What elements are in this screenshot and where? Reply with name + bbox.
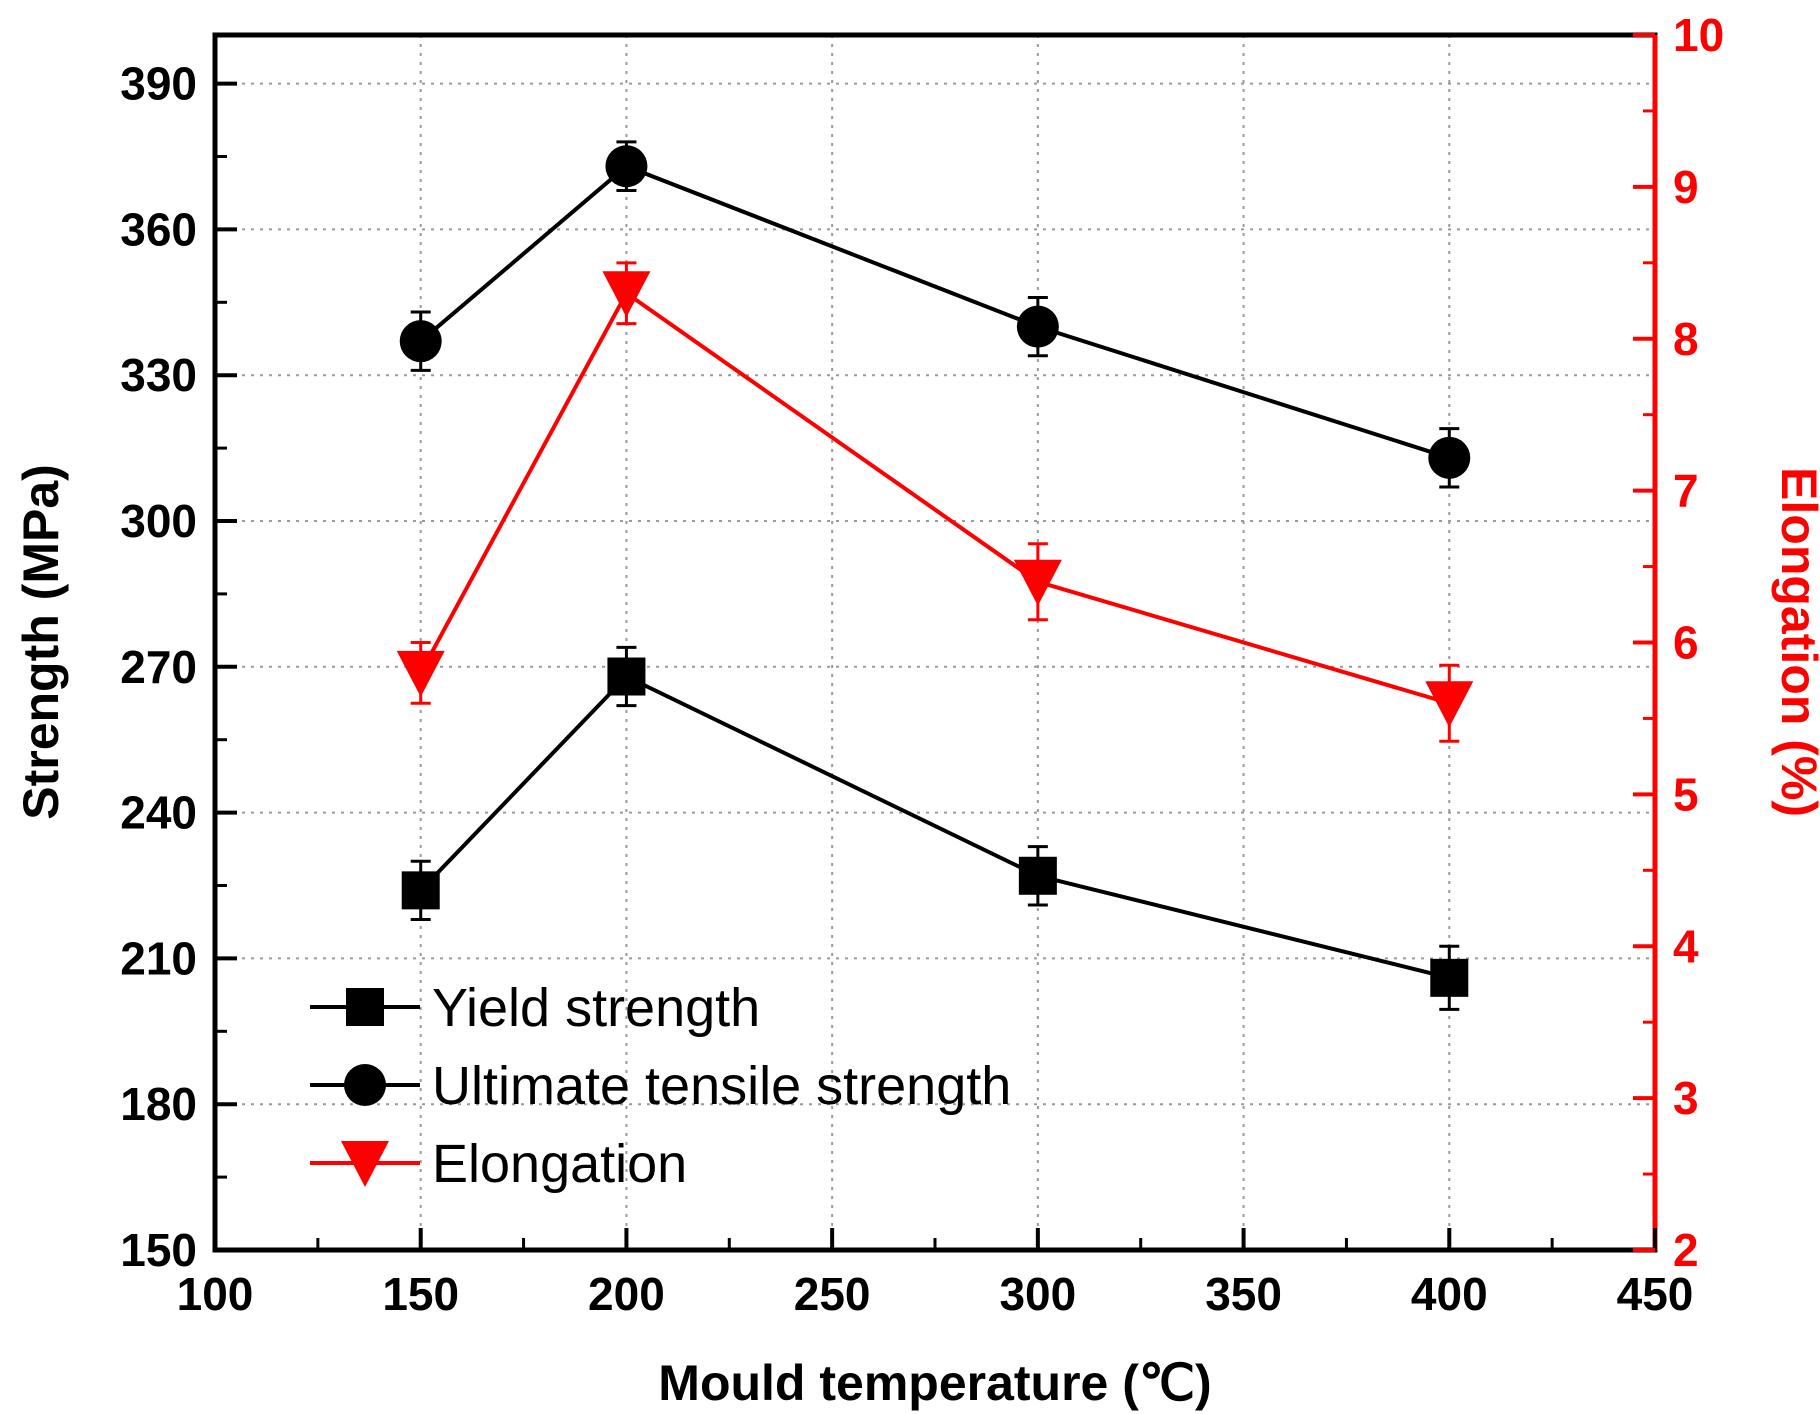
legend-entry: Elongation bbox=[310, 1134, 687, 1194]
legend-entry: Yield strength bbox=[310, 978, 760, 1038]
data-point bbox=[1430, 958, 1469, 997]
y-left-tick-label: 240 bbox=[120, 787, 197, 839]
data-point bbox=[602, 271, 651, 318]
y-right-tick-label: 2 bbox=[1673, 1224, 1699, 1276]
x-tick-label: 350 bbox=[1205, 1268, 1282, 1320]
y-right-tick-label: 7 bbox=[1673, 465, 1699, 517]
legend-label: Ultimate tensile strength bbox=[432, 1056, 1011, 1116]
legend-label: Yield strength bbox=[432, 978, 760, 1038]
series-line bbox=[419, 674, 1450, 980]
y-left-tick-label: 210 bbox=[120, 932, 197, 984]
legend-entry: Ultimate tensile strength bbox=[310, 1056, 1011, 1116]
y-left-tick-label: 270 bbox=[120, 641, 197, 693]
x-tick-label: 450 bbox=[1617, 1268, 1694, 1320]
legend-marker bbox=[344, 1064, 386, 1106]
y-left-tick-label: 360 bbox=[120, 203, 197, 255]
series bbox=[396, 140, 1474, 1011]
y-left-tick-label: 180 bbox=[120, 1078, 197, 1130]
data-point bbox=[401, 871, 440, 910]
series-ultimate-tensile-strength bbox=[399, 140, 1471, 489]
grid-lines bbox=[215, 35, 1655, 1250]
y-left-tick-label: 330 bbox=[120, 349, 197, 401]
x-tick-label: 200 bbox=[588, 1268, 665, 1320]
series-elongation bbox=[396, 261, 1474, 743]
data-point bbox=[1013, 559, 1062, 606]
series-yield-strength bbox=[401, 645, 1469, 1011]
data-point bbox=[605, 145, 648, 188]
data-point bbox=[396, 650, 445, 697]
y-right-tick-label: 3 bbox=[1673, 1072, 1699, 1124]
data-point bbox=[399, 320, 442, 363]
y-right-tick-label: 8 bbox=[1673, 313, 1699, 365]
series-line bbox=[418, 290, 1450, 706]
x-tick-label: 250 bbox=[794, 1268, 871, 1320]
series-line bbox=[419, 163, 1450, 460]
legend-marker bbox=[341, 1141, 389, 1187]
tick-labels: 100 150 200 250 300 350 400 4501501802102402703… bbox=[120, 9, 1724, 1320]
x-tick-label: 100 bbox=[177, 1268, 254, 1320]
y-left-tick-label: 150 bbox=[120, 1224, 197, 1276]
y-right-tick-label: 6 bbox=[1673, 617, 1699, 669]
y-axis-right-title: Elongation (%) bbox=[1771, 467, 1820, 817]
y-left-tick-label: 390 bbox=[120, 58, 197, 110]
y-right-tick-label: 5 bbox=[1673, 768, 1699, 820]
legend-label: Elongation bbox=[432, 1134, 687, 1194]
x-tick-label: 150 bbox=[382, 1268, 459, 1320]
x-tick-label: 400 bbox=[1411, 1268, 1488, 1320]
y-right-tick-label: 4 bbox=[1673, 920, 1699, 972]
legend-marker bbox=[346, 988, 384, 1026]
data-point bbox=[1425, 681, 1474, 728]
y-left-tick-label: 300 bbox=[120, 495, 197, 547]
x-axis-title: Mould temperature (℃) bbox=[658, 1355, 1211, 1411]
data-point bbox=[1016, 305, 1059, 348]
data-point bbox=[1018, 856, 1057, 895]
data-point bbox=[607, 657, 646, 696]
axis-ticks bbox=[213, 33, 1657, 1252]
legend: Yield strength Ultimate tensile strength E… bbox=[310, 978, 1011, 1194]
data-point bbox=[1428, 436, 1471, 479]
y-axis-left-title: Strength (MPa) bbox=[13, 464, 69, 820]
y-right-tick-label: 10 bbox=[1673, 9, 1724, 61]
y-right-tick-label: 9 bbox=[1673, 161, 1699, 213]
x-tick-label: 300 bbox=[999, 1268, 1076, 1320]
